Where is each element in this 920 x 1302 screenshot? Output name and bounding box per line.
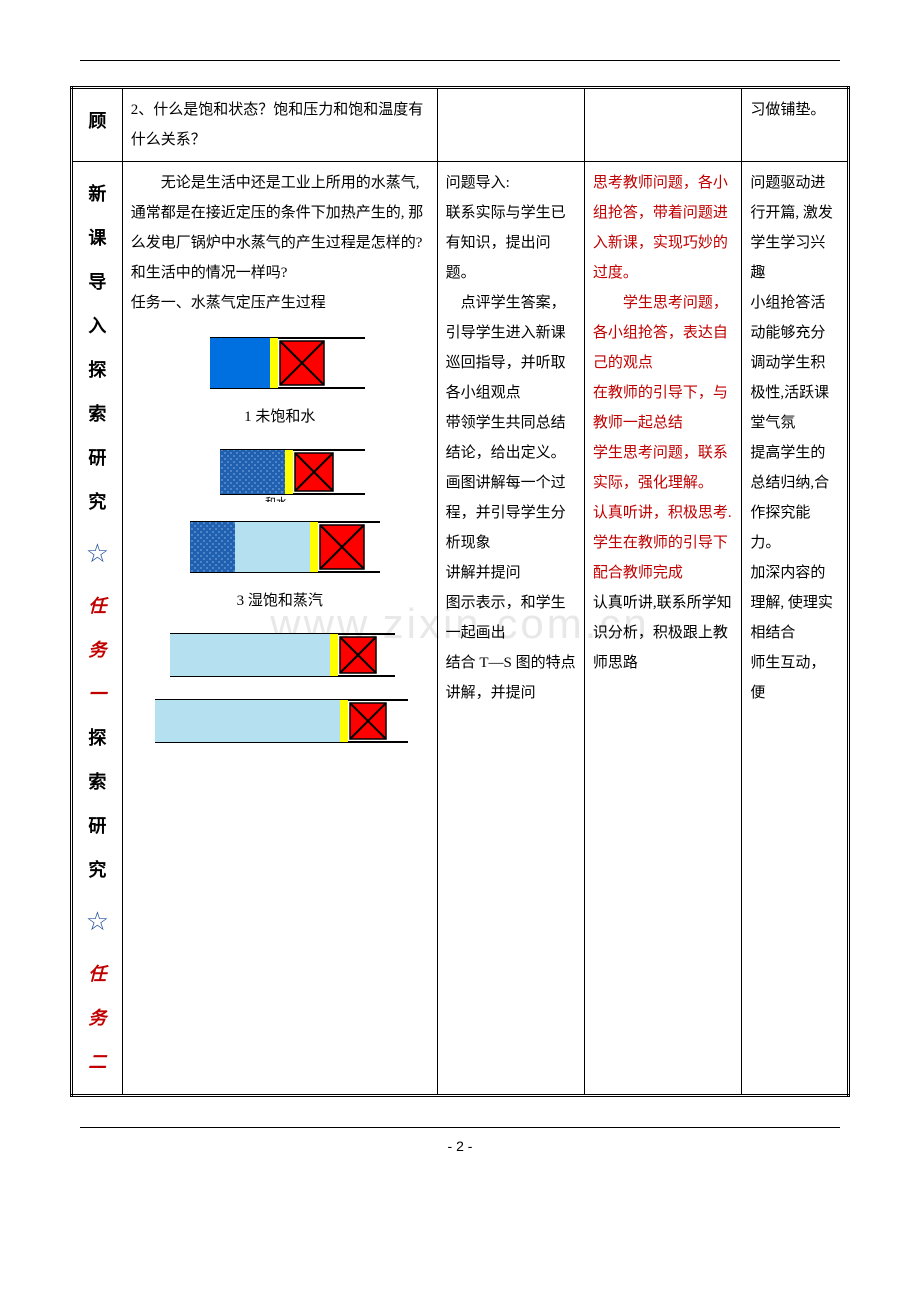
page-number: - 2 - bbox=[70, 1138, 850, 1154]
diagram-5 bbox=[131, 694, 429, 749]
teacher-action-cell: 问题导入: 联系实际与学生已有知识，提出问题。 点评学生答案，引导学生进入新课 … bbox=[437, 162, 584, 1096]
label-char: 课 bbox=[81, 220, 114, 256]
unsaturated-water-svg bbox=[190, 328, 370, 398]
diagram-caption: 3 湿饱和蒸汽 bbox=[131, 586, 429, 616]
label-char: 任 bbox=[81, 588, 114, 624]
label-char: 探 bbox=[81, 720, 114, 756]
teacher-action-cell bbox=[437, 88, 584, 162]
t-line: 结合 T—S 图的特点讲解，并提问 bbox=[446, 648, 576, 708]
steam-svg-5 bbox=[150, 694, 410, 749]
inline-caption: 和水 bbox=[265, 496, 287, 502]
bottom-rule bbox=[80, 1127, 840, 1128]
n-line: 师生互动，便 bbox=[750, 648, 839, 708]
student-action-cell bbox=[584, 88, 741, 162]
content-cell: 无论是生活中还是工业上所用的水蒸气,通常都是在接近定压的条件下加热产生的, 那么… bbox=[122, 162, 437, 1096]
question-text: 2、什么是饱和状态？饱和压力和饱和温度有什么关系？ bbox=[131, 95, 429, 155]
t-line: 讲解并提问 bbox=[446, 558, 576, 588]
diagram-3: 3 湿饱和蒸汽 bbox=[131, 512, 429, 616]
label-char: 究 bbox=[81, 852, 114, 888]
s-line: 认真听讲，积极思考. bbox=[593, 498, 733, 528]
student-action-cell: 思考教师问题，各小组抢答，带着问题进入新课，实现巧妙的过度。 学生思考问题，各小… bbox=[584, 162, 741, 1096]
task-title: 任务一、水蒸气定压产生过程 bbox=[131, 288, 429, 318]
label-char: 务 bbox=[81, 632, 114, 668]
label-char: 导 bbox=[81, 264, 114, 300]
content-cell: 2、什么是饱和状态？饱和压力和饱和温度有什么关系？ bbox=[122, 88, 437, 162]
n-line: 提高学生的总结归纳,合作探究能力。 bbox=[750, 438, 839, 558]
label-char: 探 bbox=[81, 352, 114, 388]
label-char: 研 bbox=[81, 808, 114, 844]
s-line: 思考教师问题，各小组抢答，带着问题进入新课，实现巧妙的过度。 bbox=[593, 168, 733, 288]
t-line: 带领学生共同总结结论，给出定义。 bbox=[446, 408, 576, 468]
s-line: 学生思考问题，联系实际，强化理解。 bbox=[593, 438, 733, 498]
diagram-2: 和水 bbox=[131, 442, 429, 502]
s-line: 在教师的引导下，与教师一起总结 bbox=[593, 378, 733, 438]
s-line: 学生在教师的引导下配合教师完成 bbox=[593, 528, 733, 588]
note-cell: 习做铺垫。 bbox=[742, 88, 849, 162]
s-line: 认真听讲,联系所学知识分析，积极跟上教师思路 bbox=[593, 588, 733, 678]
t-line: 点评学生答案，引导学生进入新课 bbox=[446, 288, 576, 348]
label-char: 顾 bbox=[81, 103, 114, 139]
label-char: 二 bbox=[81, 1044, 114, 1080]
n-line: 小组抢答活动能够充分调动学生积极性,活跃课堂气氛 bbox=[750, 288, 839, 438]
diagram-caption: 1 未饱和水 bbox=[131, 402, 429, 432]
t-line: 联系实际与学生已有知识，提出问题。 bbox=[446, 198, 576, 288]
label-char: 一 bbox=[81, 676, 114, 712]
diagram-4 bbox=[131, 626, 429, 684]
table-row: 新 课 导 入 探 索 研 究 ☆ 任 务 一 探 索 研 究 ☆ 任 务 二 bbox=[72, 162, 849, 1096]
note-cell: 问题驱动进行开篇, 激发学生学习兴趣 小组抢答活动能够充分调动学生积极性,活跃课… bbox=[742, 162, 849, 1096]
row-label: 顾 bbox=[72, 88, 123, 162]
table-row: 顾 2、什么是饱和状态？饱和压力和饱和温度有什么关系？ 习做铺垫。 bbox=[72, 88, 849, 162]
label-char: 研 bbox=[81, 440, 114, 476]
label-char: 索 bbox=[81, 764, 114, 800]
t-line: 图示表示，和学生一起画出 bbox=[446, 588, 576, 648]
t-line: 问题导入: bbox=[446, 168, 576, 198]
t-line: 画图讲解每一个过程，并引导学生分析现象 bbox=[446, 468, 576, 558]
steam-svg-4 bbox=[160, 626, 400, 684]
n-line: 问题驱动进行开篇, 激发学生学习兴趣 bbox=[750, 168, 839, 288]
s-line: 学生思考问题，各小组抢答，表达自己的观点 bbox=[593, 288, 733, 378]
label-char: 新 bbox=[81, 176, 114, 212]
intro-text: 无论是生活中还是工业上所用的水蒸气,通常都是在接近定压的条件下加热产生的, 那么… bbox=[131, 168, 429, 288]
label-char: 入 bbox=[81, 308, 114, 344]
label-char: 任 bbox=[81, 956, 114, 992]
label-char: 务 bbox=[81, 1000, 114, 1036]
diagram-1: 1 未饱和水 bbox=[131, 328, 429, 432]
n-line: 加深内容的理解, 使理实相结合 bbox=[750, 558, 839, 648]
label-char: 索 bbox=[81, 396, 114, 432]
top-rule bbox=[80, 60, 840, 61]
star-icon: ☆ bbox=[81, 528, 114, 580]
row-label: 新 课 导 入 探 索 研 究 ☆ 任 务 一 探 索 研 究 ☆ 任 务 二 bbox=[72, 162, 123, 1096]
lesson-table: 顾 2、什么是饱和状态？饱和压力和饱和温度有什么关系？ 习做铺垫。 新 课 导 … bbox=[70, 86, 850, 1097]
star-icon: ☆ bbox=[81, 896, 114, 948]
label-char: 究 bbox=[81, 484, 114, 520]
t-line: 巡回指导，并听取各小组观点 bbox=[446, 348, 576, 408]
saturated-water-svg: 和水 bbox=[190, 442, 370, 502]
wet-steam-svg bbox=[175, 512, 385, 582]
